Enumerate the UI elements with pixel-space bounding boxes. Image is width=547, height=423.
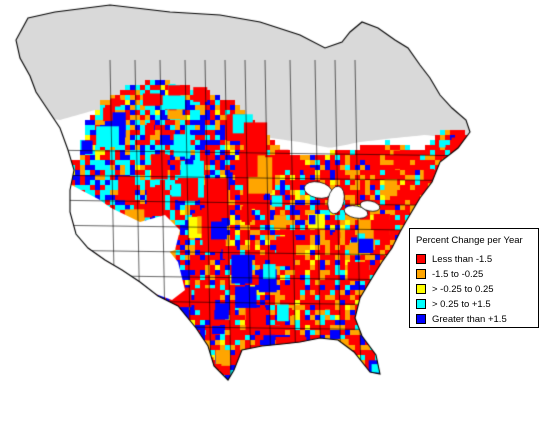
legend-item-stable: > -0.25 to 0.25	[416, 283, 494, 295]
legend-swatch	[416, 314, 426, 324]
legend-swatch	[416, 269, 426, 279]
legend-label: > -0.25 to 0.25	[432, 283, 494, 295]
legend-item-minus-1-5-to-minus-0-25: -1.5 to -0.25	[416, 268, 483, 280]
legend-label: Greater than +1.5	[432, 313, 507, 325]
legend-title: Percent Change per Year	[416, 235, 523, 246]
legend-label: > 0.25 to +1.5	[432, 298, 491, 310]
legend-item-0-25-to-1-5: > 0.25 to +1.5	[416, 298, 491, 310]
legend-swatch	[416, 254, 426, 264]
map-legend: Percent Change per Year Less than -1.5 -…	[409, 228, 539, 328]
legend-item-greater-than-1-5: Greater than +1.5	[416, 313, 507, 325]
legend-item-less-than-minus-1-5: Less than -1.5	[416, 253, 492, 265]
legend-label: -1.5 to -0.25	[432, 268, 484, 280]
legend-swatch	[416, 284, 426, 294]
legend-swatch	[416, 299, 426, 309]
legend-label: Less than -1.5	[432, 253, 493, 265]
